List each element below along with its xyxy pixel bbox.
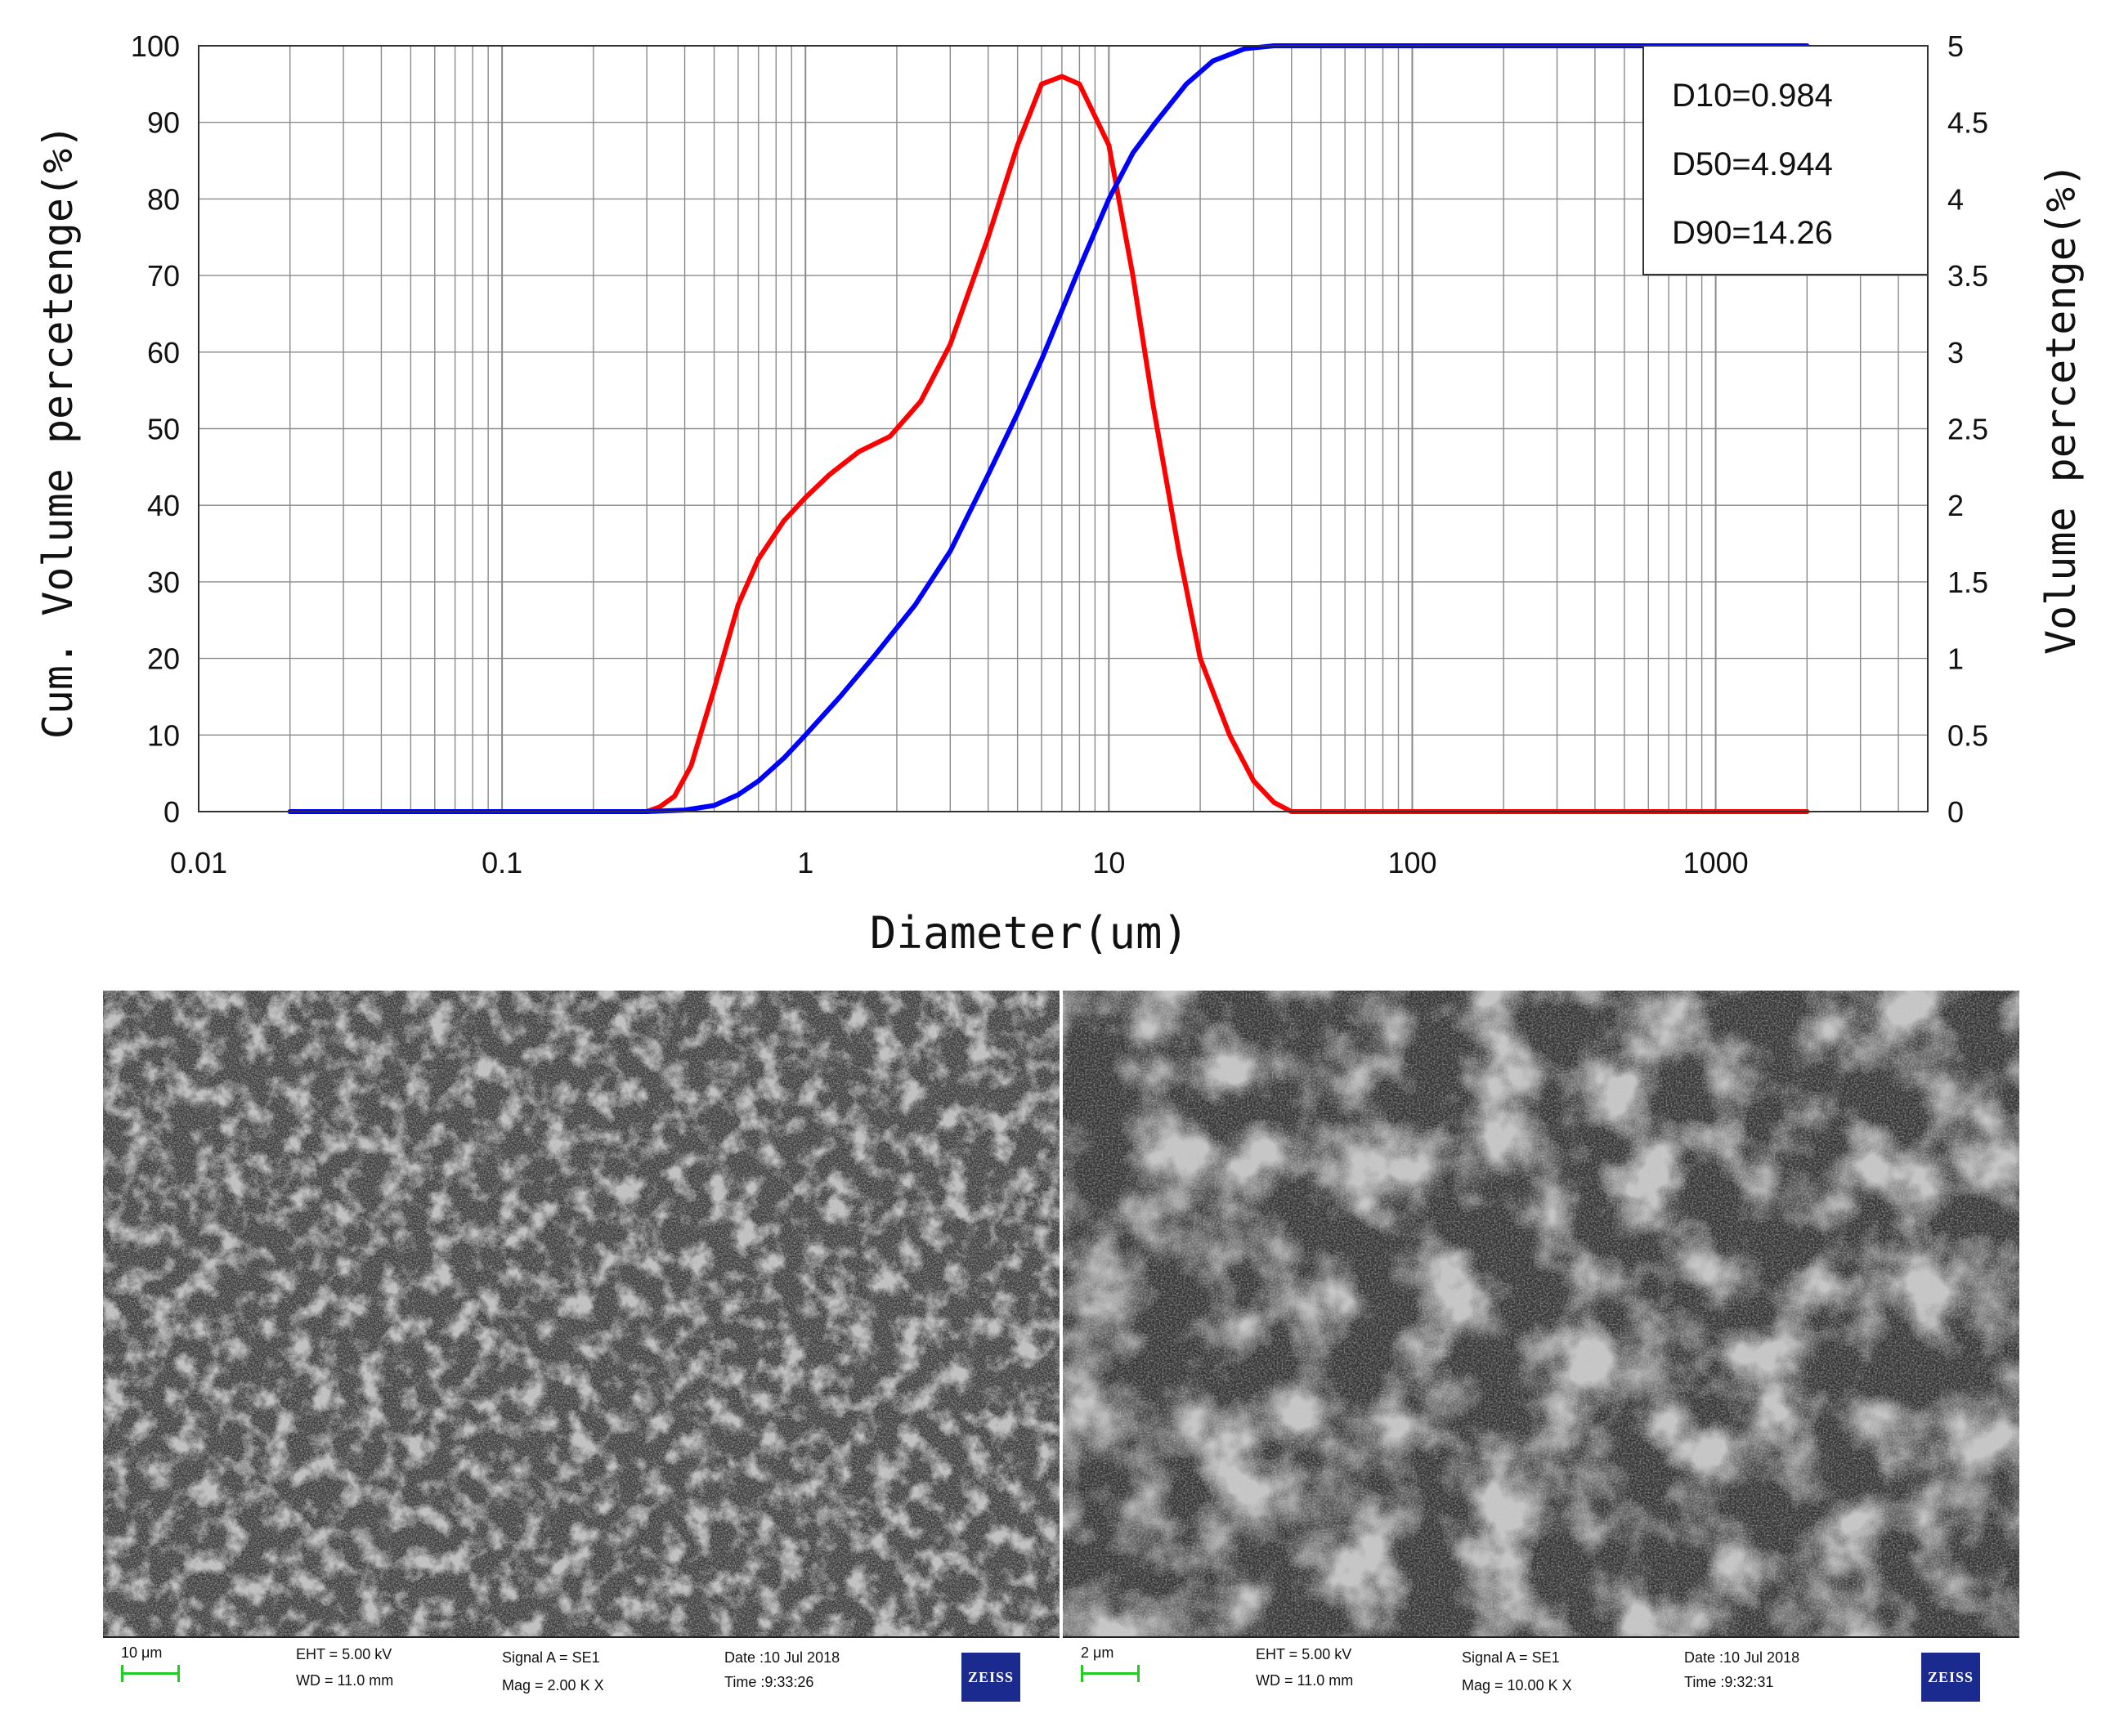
wd-value: WD = 11.0 mm xyxy=(1256,1672,1354,1689)
scale-bar-label: 2 μm xyxy=(1081,1644,1114,1661)
x-tick-label: 1000 xyxy=(1683,846,1749,879)
x-tick-label: 0.01 xyxy=(170,846,227,879)
plot-frame xyxy=(198,45,1929,812)
date-value: Date :10 Jul 2018 xyxy=(724,1649,840,1666)
signal-value: Signal A = SE1 xyxy=(1462,1649,1560,1666)
y-right-tick-label: 0 xyxy=(1947,795,1964,829)
y-right-tick-label: 3.5 xyxy=(1947,259,1988,293)
chart-tick-labels: 0.01 0.1 1 10 100 100001020304050607080901000… xyxy=(131,29,1988,879)
date-value: Date :10 Jul 2018 xyxy=(1684,1649,1800,1666)
mag-value: Mag = 2.00 K X xyxy=(502,1677,604,1693)
y-axis-left-label: Cum. Volume percetenge(%) xyxy=(34,124,82,740)
y-left-tick-label: 10 xyxy=(147,718,180,752)
sem-info-bar-right: 2 μm EHT = 5.00 kV WD = 11.0 mm Signal A… xyxy=(1063,1636,2019,1716)
scale-bar-label: 10 μm xyxy=(121,1644,163,1661)
y-right-tick-label: 2.5 xyxy=(1947,413,1988,446)
x-axis-label: Diameter(um) xyxy=(870,907,1189,959)
x-tick-label: 1 xyxy=(797,846,813,879)
series-frequency-line xyxy=(287,74,1810,814)
series-cumulative-line xyxy=(287,43,1810,814)
d50-label: D50=4.944 xyxy=(1672,146,1833,182)
zeiss-logo: ZEISS xyxy=(1921,1653,1980,1702)
y-right-tick-label: 3 xyxy=(1947,336,1964,369)
y-left-tick-label: 50 xyxy=(147,413,180,446)
y-left-tick-label: 30 xyxy=(147,566,180,599)
eht-value: EHT = 5.00 kV xyxy=(1256,1646,1352,1662)
sem-micrograph-right xyxy=(1063,991,2019,1636)
legend-box: D10=0.984 D50=4.944 D90=14.26 xyxy=(1642,45,1929,275)
y-left-tick-label: 90 xyxy=(147,106,180,140)
d90-label: D90=14.26 xyxy=(1672,215,1833,251)
zeiss-logo: ZEISS xyxy=(961,1653,1020,1702)
y-right-tick-label: 0.5 xyxy=(1947,718,1988,752)
wd-value: WD = 11.0 mm xyxy=(296,1672,394,1689)
y-right-tick-label: 4.5 xyxy=(1947,106,1988,140)
y-left-tick-label: 80 xyxy=(147,182,180,216)
y-left-tick-label: 60 xyxy=(147,336,180,369)
y-left-tick-label: 20 xyxy=(147,642,180,676)
sem-info-bar-left: 10 μm EHT = 5.00 kV WD = 11.0 mm Signal … xyxy=(103,1636,1060,1716)
chart-series xyxy=(287,43,1810,814)
particle-size-chart: 0.01 0.1 1 10 100 100001020304050607080901000… xyxy=(34,29,2085,959)
time-value: Time :9:32:31 xyxy=(1684,1674,1774,1690)
sem-micrograph-left xyxy=(103,991,1060,1636)
sem-panel-right: 2 μm EHT = 5.00 kV WD = 11.0 mm Signal A… xyxy=(1063,991,2019,1716)
sem-panel-left: 10 μm EHT = 5.00 kV WD = 11.0 mm Signal … xyxy=(103,991,1060,1716)
mag-value: Mag = 10.00 K X xyxy=(1462,1677,1572,1693)
y-right-tick-label: 1.5 xyxy=(1947,566,1988,599)
eht-value: EHT = 5.00 kV xyxy=(296,1646,392,1662)
y-right-tick-label: 4 xyxy=(1947,182,1964,216)
scale-bar xyxy=(1081,1665,1140,1682)
scale-bar xyxy=(121,1665,180,1682)
x-tick-label: 10 xyxy=(1092,846,1125,879)
y-left-tick-label: 100 xyxy=(131,29,180,63)
y-left-tick-label: 70 xyxy=(147,259,180,293)
time-value: Time :9:33:26 xyxy=(724,1674,814,1690)
y-right-tick-label: 5 xyxy=(1947,29,1964,63)
y-left-tick-label: 0 xyxy=(164,795,180,829)
signal-value: Signal A = SE1 xyxy=(502,1649,600,1666)
d10-label: D10=0.984 xyxy=(1672,78,1833,114)
y-left-tick-label: 40 xyxy=(147,489,180,522)
x-tick-label: 0.1 xyxy=(482,846,522,879)
x-tick-label: 100 xyxy=(1387,846,1436,879)
y-right-tick-label: 1 xyxy=(1947,642,1964,676)
y-axis-right-label: Volume percetenge(%) xyxy=(2037,163,2085,655)
y-right-tick-label: 2 xyxy=(1947,489,1964,522)
